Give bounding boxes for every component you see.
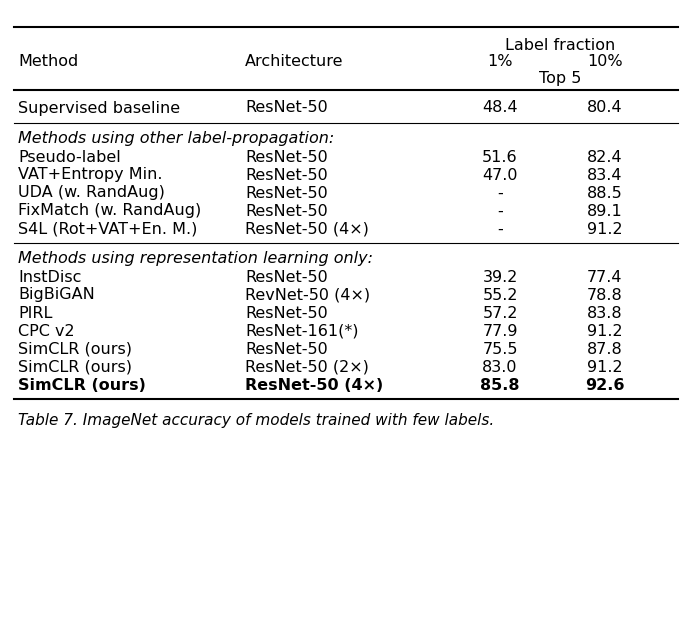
Text: 48.4: 48.4 xyxy=(482,101,518,116)
Text: 51.6: 51.6 xyxy=(482,150,518,164)
Text: ResNet-50: ResNet-50 xyxy=(245,101,328,116)
Text: 92.6: 92.6 xyxy=(585,377,625,392)
Text: 1%: 1% xyxy=(487,55,513,69)
Text: 82.4: 82.4 xyxy=(588,150,623,164)
Text: 55.2: 55.2 xyxy=(482,288,518,302)
Text: ResNet-50: ResNet-50 xyxy=(245,168,328,182)
Text: Architecture: Architecture xyxy=(245,55,343,69)
Text: 83.4: 83.4 xyxy=(588,168,623,182)
Text: SimCLR (ours): SimCLR (ours) xyxy=(18,377,146,392)
Text: Method: Method xyxy=(18,55,78,69)
Text: -: - xyxy=(497,186,503,200)
Text: 91.2: 91.2 xyxy=(588,324,623,338)
Text: Methods using representation learning only:: Methods using representation learning on… xyxy=(18,252,373,266)
Text: ResNet-50: ResNet-50 xyxy=(245,306,328,320)
Text: Methods using other label-propagation:: Methods using other label-propagation: xyxy=(18,132,334,146)
Text: 75.5: 75.5 xyxy=(482,342,518,356)
Text: Label fraction: Label fraction xyxy=(505,37,615,53)
Text: ResNet-50 (4×): ResNet-50 (4×) xyxy=(245,221,369,236)
Text: 10%: 10% xyxy=(588,55,623,69)
Text: 83.8: 83.8 xyxy=(588,306,623,320)
Text: ResNet-50: ResNet-50 xyxy=(245,270,328,284)
Text: 57.2: 57.2 xyxy=(482,306,518,320)
Text: ResNet-50: ResNet-50 xyxy=(245,186,328,200)
Text: ResNet-50: ResNet-50 xyxy=(245,150,328,164)
Text: SimCLR (ours): SimCLR (ours) xyxy=(18,360,132,374)
Text: Table 7. ImageNet accuracy of models trained with few labels.: Table 7. ImageNet accuracy of models tra… xyxy=(18,413,494,428)
Text: 78.8: 78.8 xyxy=(587,288,623,302)
Text: ResNet-161(*): ResNet-161(*) xyxy=(245,324,358,338)
Text: 47.0: 47.0 xyxy=(482,168,518,182)
Text: 87.8: 87.8 xyxy=(587,342,623,356)
Text: BigBiGAN: BigBiGAN xyxy=(18,288,95,302)
Text: 83.0: 83.0 xyxy=(482,360,518,374)
Text: S4L (Rot+VAT+En. M.): S4L (Rot+VAT+En. M.) xyxy=(18,221,197,236)
Text: 77.9: 77.9 xyxy=(482,324,518,338)
Text: 91.2: 91.2 xyxy=(588,360,623,374)
Text: ResNet-50: ResNet-50 xyxy=(245,204,328,218)
Text: Pseudo-label: Pseudo-label xyxy=(18,150,120,164)
Text: ResNet-50 (4×): ResNet-50 (4×) xyxy=(245,377,383,392)
Text: UDA (w. RandAug): UDA (w. RandAug) xyxy=(18,186,165,200)
Text: VAT+Entropy Min.: VAT+Entropy Min. xyxy=(18,168,163,182)
Text: 88.5: 88.5 xyxy=(587,186,623,200)
Text: CPC v2: CPC v2 xyxy=(18,324,75,338)
Text: 89.1: 89.1 xyxy=(587,204,623,218)
Text: InstDisc: InstDisc xyxy=(18,270,82,284)
Text: PIRL: PIRL xyxy=(18,306,53,320)
Text: 39.2: 39.2 xyxy=(482,270,518,284)
Text: Top 5: Top 5 xyxy=(539,71,581,85)
Text: ResNet-50: ResNet-50 xyxy=(245,342,328,356)
Text: FixMatch (w. RandAug): FixMatch (w. RandAug) xyxy=(18,204,201,218)
Text: -: - xyxy=(497,221,503,236)
Text: Supervised baseline: Supervised baseline xyxy=(18,101,180,116)
Text: RevNet-50 (4×): RevNet-50 (4×) xyxy=(245,288,370,302)
Text: 77.4: 77.4 xyxy=(588,270,623,284)
Text: 85.8: 85.8 xyxy=(480,377,520,392)
Text: -: - xyxy=(497,204,503,218)
Text: SimCLR (ours): SimCLR (ours) xyxy=(18,342,132,356)
Text: 80.4: 80.4 xyxy=(588,101,623,116)
Text: ResNet-50 (2×): ResNet-50 (2×) xyxy=(245,360,369,374)
Text: 91.2: 91.2 xyxy=(588,221,623,236)
